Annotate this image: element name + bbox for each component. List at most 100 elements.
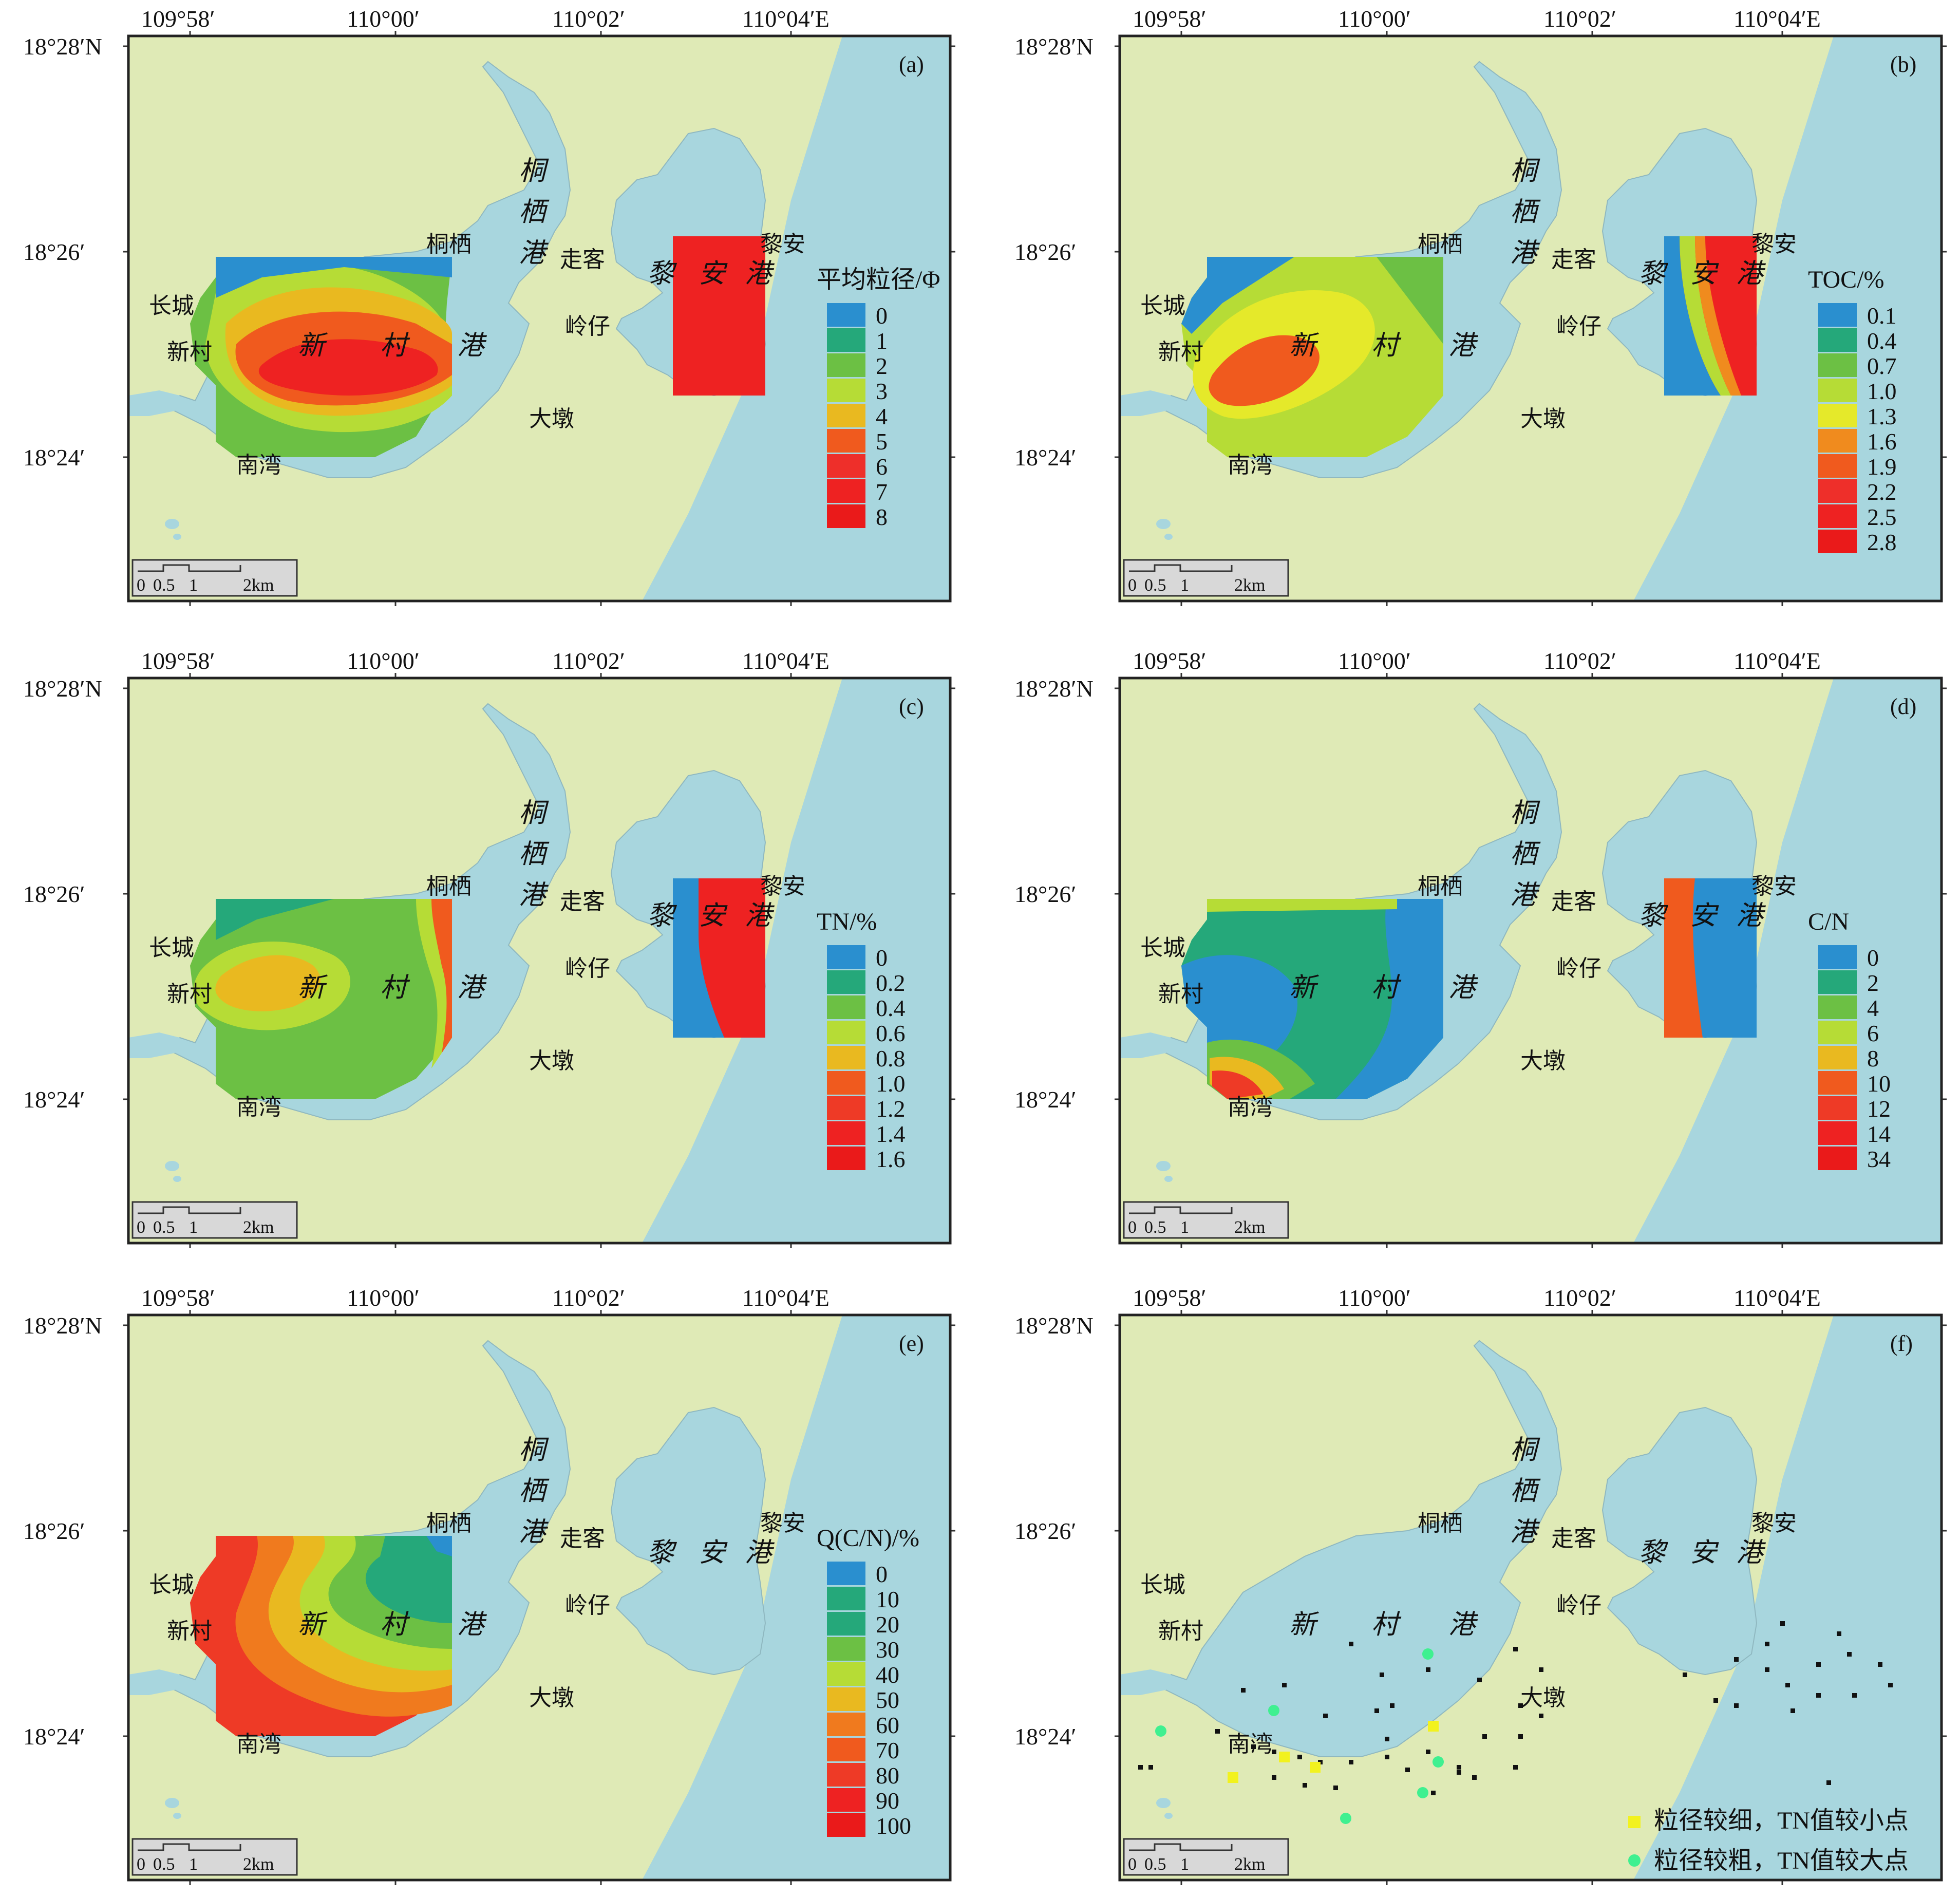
lon-label: 110°00′ bbox=[1338, 1285, 1411, 1311]
map-frame bbox=[1118, 34, 1943, 603]
station-point bbox=[1457, 1770, 1461, 1775]
station-point bbox=[1349, 1642, 1353, 1646]
station-point bbox=[1282, 1683, 1287, 1687]
xincun-gang-char: 港 bbox=[457, 973, 487, 1003]
field-zone bbox=[1664, 236, 1721, 396]
legend-swatch bbox=[827, 970, 865, 994]
scale-bar-box bbox=[1123, 559, 1289, 597]
place-nanwan: 南湾 bbox=[1228, 1095, 1273, 1120]
map-panel-d: 109°58′ 110°00′ 110°02′ 110°04′E 18°28′N 18°2… bbox=[1014, 648, 1947, 1248]
lon-label: 110°00′ bbox=[347, 1285, 420, 1311]
legend-title: C/N bbox=[1808, 908, 1849, 935]
coarse-point bbox=[1340, 1813, 1351, 1824]
lian-gang-char: 港 bbox=[1736, 259, 1766, 289]
station-point bbox=[1405, 1768, 1410, 1772]
legend-label: 1.9 bbox=[1867, 454, 1897, 480]
place-nanwan: 南湾 bbox=[1228, 1732, 1273, 1757]
field-zone bbox=[673, 236, 765, 396]
place-lian_town: 黎安 bbox=[760, 232, 805, 257]
map-area bbox=[128, 1315, 950, 1880]
place-nanwan: 南湾 bbox=[1228, 453, 1273, 478]
lian-gang-char: 港 bbox=[1736, 901, 1766, 931]
lon-label: 109°58′ bbox=[141, 648, 215, 674]
lon-label: 110°02′ bbox=[552, 648, 625, 674]
scale-label: 0.5 bbox=[153, 1855, 175, 1874]
lon-label: 110°02′ bbox=[1543, 648, 1616, 674]
lon-label: 110°04′E bbox=[742, 648, 830, 674]
legend-label: 20 bbox=[876, 1611, 899, 1638]
lon-label: 110°00′ bbox=[1338, 6, 1411, 32]
map-area bbox=[1120, 678, 1942, 1243]
legend-swatch bbox=[1818, 530, 1857, 553]
legend-label: 2 bbox=[876, 353, 888, 379]
lon-label: 109°58′ bbox=[1133, 6, 1206, 32]
legend-label: 3 bbox=[876, 378, 888, 404]
legend-swatch bbox=[827, 429, 865, 453]
panel-letter: (d) bbox=[1890, 694, 1916, 719]
legend-title: Q(C/N)/% bbox=[817, 1525, 919, 1552]
station-point bbox=[1457, 1765, 1461, 1770]
scale-label: 0 bbox=[1128, 1218, 1137, 1237]
station-point bbox=[1374, 1708, 1379, 1713]
field-zone bbox=[431, 899, 452, 1053]
place-zouke: 走客 bbox=[560, 889, 605, 914]
legend-swatch bbox=[1818, 353, 1857, 377]
legend-swatch bbox=[827, 479, 865, 503]
coarse-point-swatch bbox=[1628, 1854, 1641, 1867]
station-point bbox=[1482, 1734, 1487, 1739]
legend-label: 30 bbox=[876, 1637, 899, 1663]
scale-bar-box bbox=[131, 1201, 298, 1239]
coarse-point bbox=[1422, 1648, 1434, 1660]
lian-lagoon bbox=[610, 1406, 766, 1676]
legend-swatch bbox=[827, 303, 865, 327]
lon-label: 110°02′ bbox=[1543, 6, 1616, 32]
tongqi-gang-char: 栖 bbox=[1510, 1477, 1541, 1506]
legend-swatch bbox=[827, 1662, 865, 1686]
legend-label: 60 bbox=[876, 1712, 899, 1738]
lat-label: 18°28′N bbox=[23, 33, 102, 60]
island-pond bbox=[1156, 1798, 1171, 1808]
field-zone bbox=[216, 257, 452, 298]
lat-label: 18°26′ bbox=[23, 881, 85, 907]
station-point bbox=[1297, 1755, 1302, 1759]
station-point bbox=[1241, 1688, 1246, 1693]
xincun-gang-char: 村 bbox=[380, 331, 410, 361]
field-zone bbox=[1680, 236, 1731, 396]
fine-point-swatch bbox=[1628, 1816, 1641, 1828]
legend-swatch bbox=[827, 1612, 865, 1636]
xincun-gang-char: 港 bbox=[1448, 331, 1479, 361]
legend-label: 40 bbox=[876, 1662, 899, 1688]
scale-label: 0.5 bbox=[153, 1218, 175, 1237]
map-panel-f: 109°58′ 110°00′ 110°02′ 110°04′E 18°28′N 18°2… bbox=[1014, 1285, 1947, 1885]
xincun-gang-char: 新 bbox=[1289, 1610, 1320, 1640]
island-pond bbox=[1164, 1813, 1173, 1819]
station-point bbox=[1765, 1667, 1769, 1672]
scale-label: 0 bbox=[137, 576, 145, 595]
place-dadun: 大墩 bbox=[1520, 406, 1566, 431]
legend-swatch bbox=[1818, 945, 1857, 969]
place-dadun: 大墩 bbox=[1520, 1048, 1566, 1074]
legend-swatch bbox=[1818, 1096, 1857, 1120]
place-dadun: 大墩 bbox=[529, 1048, 574, 1074]
legend-swatch bbox=[1818, 504, 1857, 528]
island-pond bbox=[1164, 1176, 1173, 1182]
place-zouke: 走客 bbox=[1551, 889, 1596, 914]
legend-label: 4 bbox=[876, 403, 888, 429]
station-point bbox=[1333, 1786, 1338, 1790]
legend-swatch bbox=[1818, 1071, 1857, 1095]
coarse-point-label: 粒径较粗，TN值较大点 bbox=[1654, 1847, 1909, 1874]
scale-bar-ticks bbox=[138, 564, 241, 572]
xincun-gang-char: 村 bbox=[380, 973, 410, 1003]
lian-gang-char: 黎 bbox=[1638, 1538, 1669, 1568]
place-lingzai: 岭仔 bbox=[565, 1593, 610, 1618]
lon-label: 110°00′ bbox=[347, 648, 420, 674]
station-point bbox=[1426, 1667, 1430, 1672]
legend-label: 2.5 bbox=[1867, 504, 1897, 530]
legend-label: 0.2 bbox=[876, 970, 906, 996]
scale-label: 0.5 bbox=[1144, 1855, 1166, 1874]
lat-label: 18°26′ bbox=[23, 239, 85, 265]
scale-label: 2km bbox=[1234, 1855, 1265, 1874]
place-changcheng: 长城 bbox=[1140, 1572, 1185, 1598]
lian-gang-char: 黎 bbox=[1638, 259, 1669, 289]
fine-point bbox=[1228, 1772, 1238, 1783]
